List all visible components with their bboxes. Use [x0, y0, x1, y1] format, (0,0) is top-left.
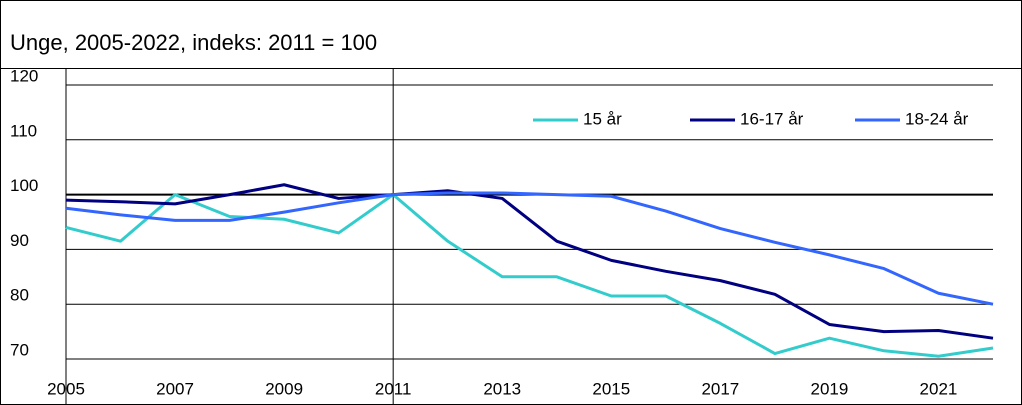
x-tick-label: 2013 [483, 379, 521, 398]
series-line [65, 193, 994, 358]
x-tick-label: 2007 [156, 379, 194, 398]
x-tick-label: 2021 [920, 379, 958, 398]
y-tick-label: 80 [10, 286, 29, 305]
x-tick-label: 2019 [810, 379, 848, 398]
y-tick-label: 120 [10, 66, 38, 85]
y-tick-label: 90 [10, 231, 29, 250]
legend-label: 18-24 år [905, 109, 969, 128]
series-line [65, 183, 994, 340]
x-tick-label: 2017 [701, 379, 739, 398]
legend-label: 16-17 år [740, 109, 804, 128]
x-tick-label: 2009 [265, 379, 303, 398]
y-tick-label: 70 [10, 340, 29, 359]
y-tick-label: 100 [10, 176, 38, 195]
y-tick-label: 110 [10, 121, 37, 140]
series-line [65, 191, 994, 306]
chart-title: Unge, 2005-2022, indeks: 2011 = 100 [10, 30, 377, 55]
x-tick-label: 2005 [47, 379, 85, 398]
x-tick-label: 2015 [592, 379, 630, 398]
legend-label: 15 år [583, 109, 622, 128]
